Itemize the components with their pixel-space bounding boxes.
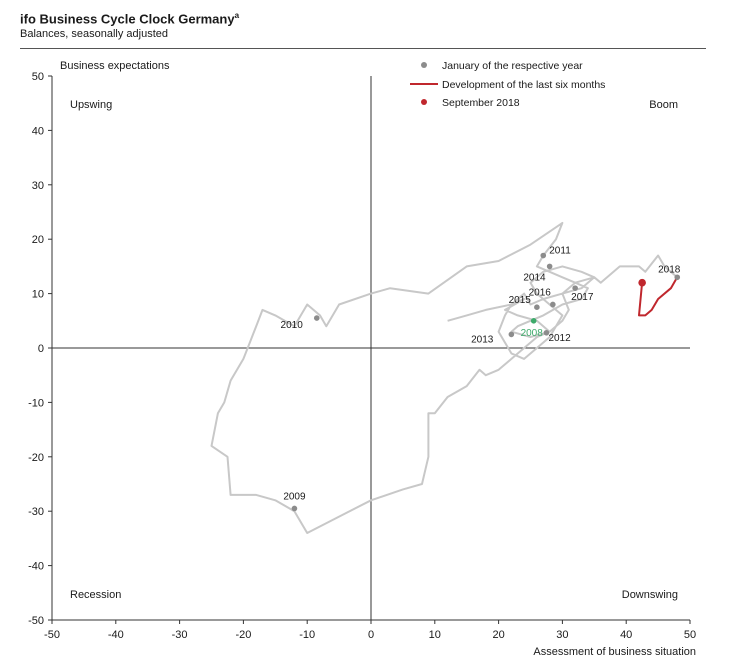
title-superscript: a xyxy=(234,11,240,20)
x-tick-label: 30 xyxy=(556,629,568,641)
series-group xyxy=(210,221,679,534)
legend-label-0: January of the respective year xyxy=(442,60,583,72)
x-tick-label: -10 xyxy=(299,629,315,641)
january-point-2009 xyxy=(291,505,298,512)
year-label-2018: 2018 xyxy=(658,264,681,275)
quadrant-downswing: Downswing xyxy=(622,589,678,601)
y-axis-title: Business expectations xyxy=(60,60,170,72)
legend-label-1: Development of the last six months xyxy=(442,79,605,91)
x-tick-label: -30 xyxy=(172,629,188,641)
year-label-2014: 2014 xyxy=(523,272,546,283)
y-tick-label: 10 xyxy=(32,289,44,301)
x-tick-label: 20 xyxy=(492,629,504,641)
january-point-2018 xyxy=(674,274,681,281)
x-tick-label: 10 xyxy=(429,629,441,641)
year-label-2010: 2010 xyxy=(281,320,304,331)
chart-title-text: ifo Business Cycle Clock Germany xyxy=(20,11,235,27)
january-point-2010 xyxy=(313,315,320,321)
year-label-2013: 2013 xyxy=(471,334,494,345)
quadrant-boom: Boom xyxy=(649,99,678,111)
y-tick-label: -30 xyxy=(28,506,44,518)
year-label-2011: 2011 xyxy=(549,246,571,257)
x-axis-title: Assessment of business situation xyxy=(533,646,696,658)
chart-subtitle: Balances, seasonally adjusted xyxy=(20,28,168,40)
y-tick-label: -20 xyxy=(28,452,44,464)
last-six-months-line xyxy=(638,276,679,317)
year-label-2017: 2017 xyxy=(571,292,594,303)
y-tick-label: 0 xyxy=(38,343,44,355)
header-rule xyxy=(20,48,706,49)
quadrant-recession: Recession xyxy=(70,589,121,601)
x-tick-label: 0 xyxy=(368,629,374,641)
legend-marker-2 xyxy=(421,99,427,105)
x-tick-label: 40 xyxy=(620,629,632,641)
year-label-2008: 2008 xyxy=(521,328,544,339)
y-tick-label: 20 xyxy=(32,234,44,246)
legend-label-2: September 2018 xyxy=(442,97,520,109)
y-tick-label: 50 xyxy=(32,71,44,83)
legend-marker-0 xyxy=(421,62,427,68)
january-point-2014 xyxy=(546,263,553,270)
x-tick-label: 50 xyxy=(684,629,696,641)
axes-group: -50 -40 -30 -20 -10 0 10 20 30 40 50 -50 -40 -30 -20 -1… xyxy=(28,60,696,658)
january-point-2017 xyxy=(572,285,578,291)
year-label-2009: 2009 xyxy=(283,491,306,502)
january-point-2012 xyxy=(543,329,550,336)
january-point-2016 xyxy=(550,301,556,308)
year-label-2016: 2016 xyxy=(529,287,552,298)
legend: January of the respective year Developmen… xyxy=(410,60,605,109)
y-tick-label: -10 xyxy=(28,397,44,409)
january-point-2008 xyxy=(530,318,537,324)
x-tick-label: -50 xyxy=(44,629,60,641)
year-label-2012: 2012 xyxy=(548,333,571,344)
year-label-2015: 2015 xyxy=(509,295,532,306)
x-tick-label: -40 xyxy=(108,629,124,641)
y-tick-label: 40 xyxy=(32,125,44,137)
y-tick-label: -40 xyxy=(28,561,44,573)
january-point-2011 xyxy=(540,252,547,259)
current-point-september-2018 xyxy=(638,278,646,287)
x-tick-label: -20 xyxy=(235,629,251,641)
y-tick-label: -50 xyxy=(28,615,44,627)
y-tick-label: 30 xyxy=(32,180,44,192)
january-point-2013 xyxy=(508,331,515,338)
quadrant-upswing: Upswing xyxy=(70,99,112,111)
history-path-line xyxy=(210,221,678,534)
chart-title: ifo Business Cycle Clock Germanya xyxy=(20,11,239,26)
january-point-2015 xyxy=(534,304,540,311)
